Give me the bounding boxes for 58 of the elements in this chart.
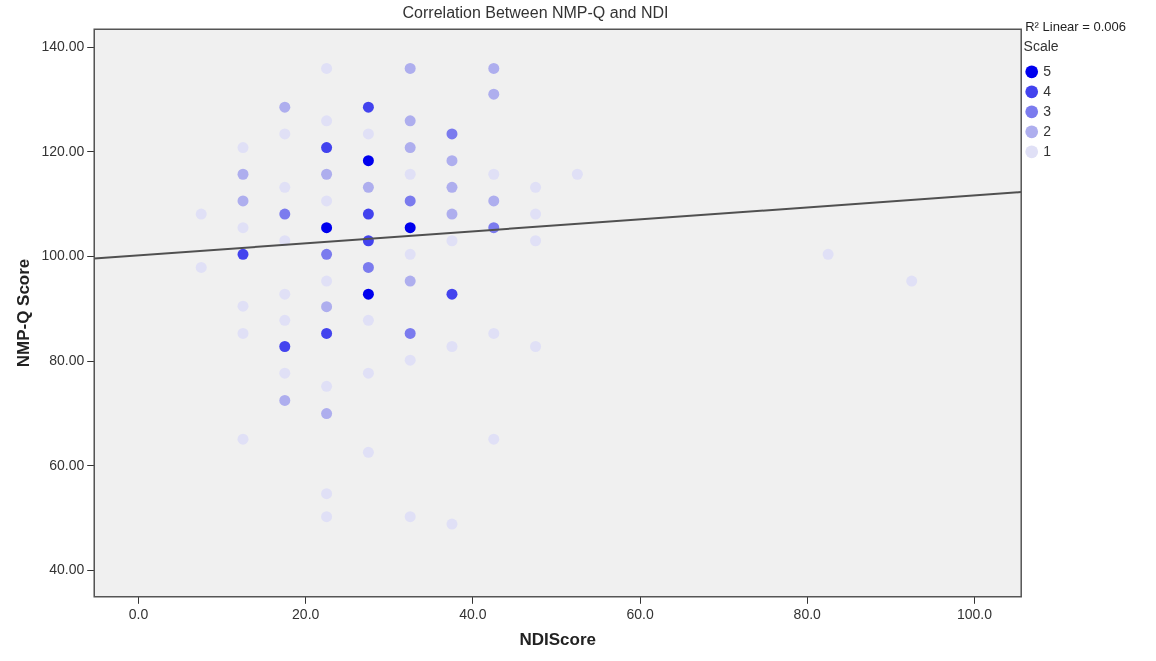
- legend-title: Scale: [1023, 37, 1059, 54]
- point: [321, 301, 333, 313]
- point: [279, 208, 291, 220]
- y-tick-label: 100.00: [41, 247, 85, 264]
- point: [404, 115, 416, 127]
- y-tick-label: 40.00: [49, 561, 85, 578]
- point: [362, 155, 374, 167]
- legend-label: 3: [1043, 102, 1052, 119]
- x-tick-label: 40.0: [459, 606, 487, 623]
- chart-title: Correlation Between NMP-Q and NDI: [402, 4, 669, 22]
- legend-label: 1: [1043, 142, 1052, 159]
- point: [237, 248, 249, 260]
- point: [237, 168, 249, 180]
- point: [488, 88, 500, 100]
- x-axis-title: NDIScore: [519, 630, 596, 650]
- text: R² Linear = 0.006: [1025, 19, 1127, 35]
- point: [404, 142, 416, 154]
- point: [404, 62, 416, 74]
- point: [362, 208, 374, 220]
- point: [404, 327, 416, 339]
- point: [362, 261, 374, 273]
- legend-label: 5: [1043, 62, 1052, 79]
- point: [404, 222, 416, 234]
- point: [321, 142, 333, 154]
- point: [446, 208, 458, 220]
- y-tick-label: 60.00: [49, 456, 85, 473]
- y-tick-label: 80.00: [49, 352, 85, 369]
- x-tick-label: 20.0: [292, 606, 320, 623]
- y-tick-label: 120.00: [41, 142, 85, 159]
- point: [404, 275, 416, 287]
- point: [321, 248, 333, 260]
- y-axis-title: NMP-Q Score: [13, 258, 33, 368]
- point: [446, 155, 458, 167]
- point: [321, 327, 333, 339]
- point: [446, 235, 458, 247]
- point: [362, 288, 374, 300]
- y-tick-label: 140.00: [41, 37, 85, 54]
- x-tick-label: 60.0: [626, 606, 654, 623]
- point: [446, 181, 458, 193]
- point: [446, 128, 458, 140]
- point: [321, 408, 333, 420]
- point: [362, 181, 374, 193]
- point: [446, 288, 458, 300]
- point: [237, 195, 249, 207]
- x-tick-label: 80.0: [793, 606, 822, 623]
- point: [279, 101, 291, 113]
- legend-label: 2: [1043, 122, 1052, 139]
- point: [279, 394, 291, 406]
- point: [279, 341, 291, 353]
- point: [321, 222, 333, 234]
- x-tick-label: 0.0: [128, 606, 149, 623]
- point: [321, 168, 333, 180]
- point: [488, 195, 500, 207]
- point: [488, 62, 500, 74]
- x-tick-label: 100.0: [956, 606, 993, 623]
- point: [362, 101, 374, 113]
- point: [404, 195, 416, 207]
- legend-label: 4: [1043, 82, 1052, 99]
